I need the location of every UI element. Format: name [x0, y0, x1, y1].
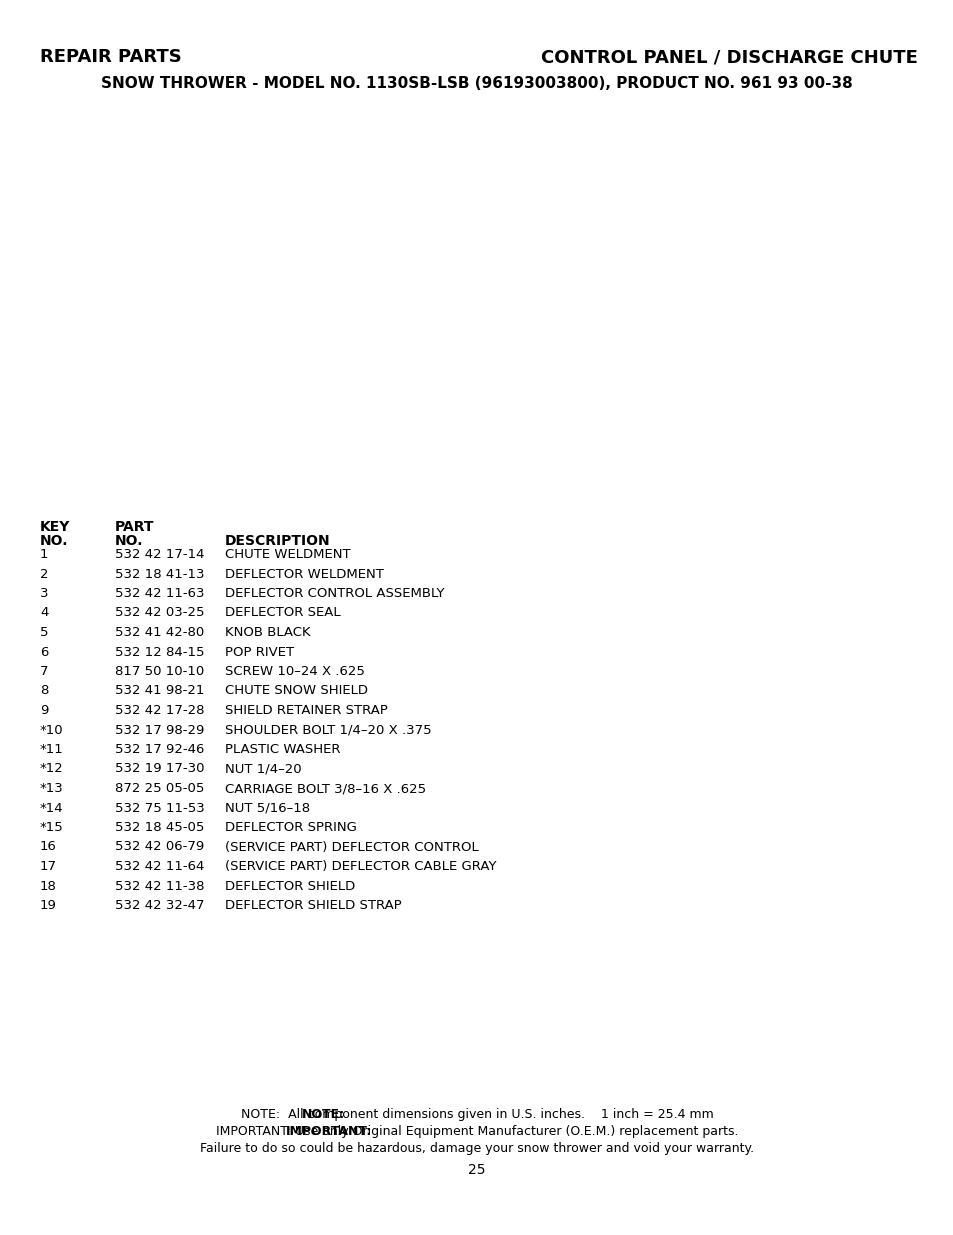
Text: 16: 16	[40, 841, 57, 853]
Text: Failure to do so could be hazardous, damage your snow thrower and void your warr: Failure to do so could be hazardous, dam…	[200, 1142, 753, 1155]
Text: *10: *10	[40, 724, 64, 736]
Text: (SERVICE PART) DEFLECTOR CABLE GRAY: (SERVICE PART) DEFLECTOR CABLE GRAY	[225, 860, 496, 873]
Text: 532 42 32-47: 532 42 32-47	[115, 899, 204, 911]
Text: 532 42 17-28: 532 42 17-28	[115, 704, 204, 718]
Text: 3: 3	[40, 587, 49, 600]
Text: *12: *12	[40, 762, 64, 776]
Text: DEFLECTOR SPRING: DEFLECTOR SPRING	[225, 821, 356, 834]
Text: NO.: NO.	[40, 534, 69, 548]
Text: NUT 5/16–18: NUT 5/16–18	[225, 802, 310, 815]
Text: PART: PART	[115, 520, 154, 534]
Text: REPAIR PARTS: REPAIR PARTS	[40, 48, 182, 65]
Text: 1: 1	[40, 548, 49, 561]
Text: 872 25 05-05: 872 25 05-05	[115, 782, 204, 795]
Text: CHUTE SNOW SHIELD: CHUTE SNOW SHIELD	[225, 684, 368, 698]
Text: (SERVICE PART) DEFLECTOR CONTROL: (SERVICE PART) DEFLECTOR CONTROL	[225, 841, 478, 853]
Text: 532 42 11-63: 532 42 11-63	[115, 587, 204, 600]
Bar	[0, 115, 953, 500]
Text: 17: 17	[40, 860, 57, 873]
Text: 532 18 45-05: 532 18 45-05	[115, 821, 204, 834]
Text: 532 42 03-25: 532 42 03-25	[115, 606, 204, 620]
Text: SHOULDER BOLT 1/4–20 X .375: SHOULDER BOLT 1/4–20 X .375	[225, 724, 431, 736]
Text: 532 17 92-46: 532 17 92-46	[115, 743, 204, 756]
Text: DEFLECTOR SHIELD: DEFLECTOR SHIELD	[225, 879, 355, 893]
Text: POP RIVET: POP RIVET	[225, 646, 294, 658]
Text: SCREW 10–24 X .625: SCREW 10–24 X .625	[225, 664, 364, 678]
Text: 532 41 42-80: 532 41 42-80	[115, 626, 204, 638]
Text: *14: *14	[40, 802, 64, 815]
Text: *13: *13	[40, 782, 64, 795]
Text: 6: 6	[40, 646, 49, 658]
Text: KEY: KEY	[40, 520, 71, 534]
Text: NUT 1/4–20: NUT 1/4–20	[225, 762, 301, 776]
Text: PLASTIC WASHER: PLASTIC WASHER	[225, 743, 340, 756]
Text: 532 42 17-14: 532 42 17-14	[115, 548, 204, 561]
Text: DESCRIPTION: DESCRIPTION	[225, 534, 331, 548]
Text: 7: 7	[40, 664, 49, 678]
Text: 4: 4	[40, 606, 49, 620]
Text: DEFLECTOR WELDMENT: DEFLECTOR WELDMENT	[225, 568, 383, 580]
Text: 532 12 84-15: 532 12 84-15	[115, 646, 204, 658]
Text: 532 19 17-30: 532 19 17-30	[115, 762, 204, 776]
Text: CHUTE WELDMENT: CHUTE WELDMENT	[225, 548, 351, 561]
Text: *11: *11	[40, 743, 64, 756]
Text: CONTROL PANEL / DISCHARGE CHUTE: CONTROL PANEL / DISCHARGE CHUTE	[540, 48, 917, 65]
Text: 532 17 98-29: 532 17 98-29	[115, 724, 204, 736]
Text: 532 42 11-64: 532 42 11-64	[115, 860, 204, 873]
Text: NO.: NO.	[115, 534, 143, 548]
Text: DEFLECTOR SHIELD STRAP: DEFLECTOR SHIELD STRAP	[225, 899, 401, 911]
Text: 25: 25	[468, 1163, 485, 1177]
Text: 532 41 98-21: 532 41 98-21	[115, 684, 204, 698]
Text: 9: 9	[40, 704, 49, 718]
Text: 18: 18	[40, 879, 57, 893]
Text: CARRIAGE BOLT 3/8–16 X .625: CARRIAGE BOLT 3/8–16 X .625	[225, 782, 426, 795]
Text: DEFLECTOR CONTROL ASSEMBLY: DEFLECTOR CONTROL ASSEMBLY	[225, 587, 444, 600]
Text: NOTE:  All component dimensions given in U.S. inches.    1 inch = 25.4 mm: NOTE: All component dimensions given in …	[240, 1108, 713, 1121]
Text: 8: 8	[40, 684, 49, 698]
Text: SHIELD RETAINER STRAP: SHIELD RETAINER STRAP	[225, 704, 388, 718]
Text: IMPORTANT: Use only Original Equipment Manufacturer (O.E.M.) replacement parts.: IMPORTANT: Use only Original Equipment M…	[215, 1125, 738, 1137]
Text: NOTE:: NOTE:	[302, 1108, 345, 1121]
Text: IMPORTANT:: IMPORTANT:	[286, 1125, 372, 1137]
Text: 19: 19	[40, 899, 57, 911]
Text: 2: 2	[40, 568, 49, 580]
Text: 817 50 10-10: 817 50 10-10	[115, 664, 204, 678]
Text: KNOB BLACK: KNOB BLACK	[225, 626, 311, 638]
Text: SNOW THROWER - MODEL NO. 1130SB-LSB (96193003800), PRODUCT NO. 961 93 00-38: SNOW THROWER - MODEL NO. 1130SB-LSB (961…	[101, 77, 852, 91]
Text: DEFLECTOR SEAL: DEFLECTOR SEAL	[225, 606, 340, 620]
Text: 532 18 41-13: 532 18 41-13	[115, 568, 204, 580]
Text: 532 42 11-38: 532 42 11-38	[115, 879, 204, 893]
Text: 532 75 11-53: 532 75 11-53	[115, 802, 205, 815]
Text: *15: *15	[40, 821, 64, 834]
Text: 5: 5	[40, 626, 49, 638]
Text: 532 42 06-79: 532 42 06-79	[115, 841, 204, 853]
